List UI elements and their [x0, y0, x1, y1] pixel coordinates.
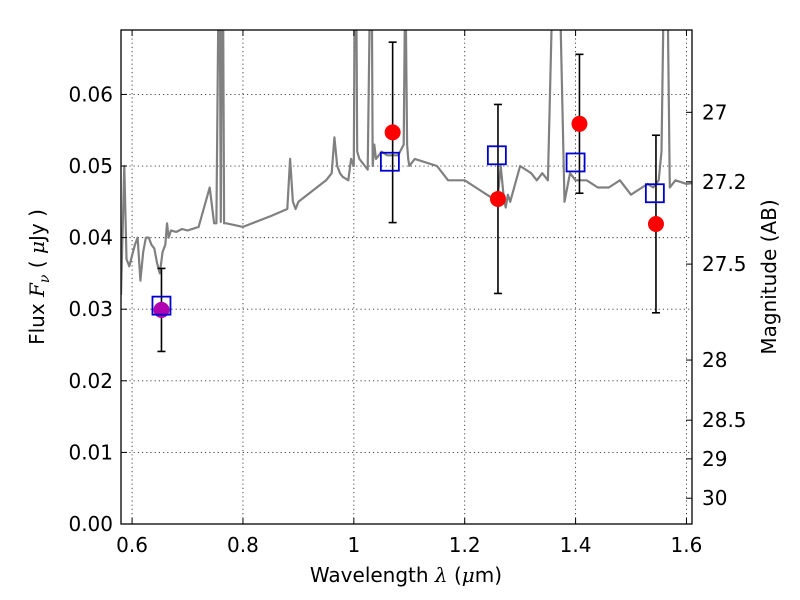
observed-flux-point [571, 115, 588, 132]
observed-flux-point [489, 190, 506, 207]
y-label-nu: ν [37, 274, 53, 283]
y-tick-label: 0.01 [68, 440, 113, 464]
observed-flux-point [647, 216, 664, 233]
y-tick-label: 0.04 [68, 226, 113, 250]
y-tick-label: 0.00 [68, 512, 113, 536]
x-label-lambda: λ [434, 563, 448, 587]
x-tick-label: 1.2 [449, 533, 481, 557]
y2-tick-label: 28 [702, 348, 727, 372]
y2-tick-label: 27.5 [702, 252, 747, 276]
axis-labels: 0.6 0.8 1 1.2 1.4 1.6 0.00 0.01 0.02 0.03 0.04 0.05… [68, 82, 746, 557]
y-tick-label: 0.03 [68, 297, 113, 321]
x-label-text-2: ( [448, 563, 462, 587]
x-tick-label: 1.6 [671, 533, 703, 557]
x-tick-label: 1.4 [560, 533, 592, 557]
model-flux-square [151, 295, 172, 316]
plot-frame [120, 29, 693, 525]
x-label-text-3: m) [475, 563, 502, 587]
y-label-mu: μ [25, 241, 49, 254]
y-tick-label: 0.06 [68, 82, 113, 106]
model-flux-square [486, 145, 507, 166]
model-spectrum-line [121, 30, 692, 295]
y-tick-label: 0.02 [68, 369, 113, 393]
y-label-text-3: Jy ) [25, 209, 49, 243]
y2-tick-label: 30 [702, 486, 727, 510]
x-axis-title: Wavelength λ (μm) [310, 563, 502, 587]
y-axis-title: Flux Fν ( μJy ) [25, 209, 53, 345]
x-label-mu: μ [462, 563, 475, 587]
y2-axis-title: Magnitude (AB) [757, 199, 781, 354]
x-tick-label: 0.8 [227, 533, 259, 557]
x-tick-label: 1 [347, 533, 360, 557]
y-tick-label: 0.05 [68, 154, 113, 178]
y-label-F: F [25, 282, 49, 298]
model-flux-square [644, 183, 665, 204]
y2-tick-label: 29 [702, 447, 727, 471]
observed-flux-point [384, 124, 401, 141]
x-label-text-1: Wavelength [310, 563, 435, 587]
axis-ticks [121, 30, 692, 525]
x-tick-label: 0.6 [116, 533, 148, 557]
y2-tick-label: 28.5 [702, 408, 747, 432]
y-label-text-2: ( [25, 254, 49, 275]
y2-tick-label: 27 [702, 100, 727, 124]
y-label-text-1: Flux [25, 297, 49, 345]
y2-tick-label: 27.2 [702, 170, 747, 194]
model-flux-square [565, 152, 586, 173]
grid [121, 30, 692, 524]
model-flux-square [379, 151, 400, 172]
plot-area [121, 30, 692, 353]
